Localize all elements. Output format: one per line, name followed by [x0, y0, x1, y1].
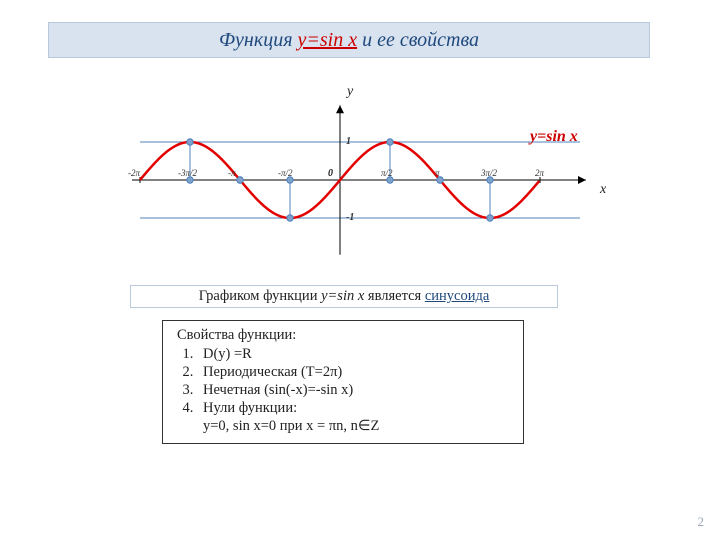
list-item: D(y) =R	[197, 346, 513, 363]
list-item: Нули функции:	[197, 400, 513, 417]
properties-box: Свойства функции: D(y) =R Периодическая …	[162, 320, 524, 444]
x-tick-label: -3π/2	[178, 168, 197, 178]
x-tick-label: -π/2	[278, 168, 293, 178]
title-suffix: и ее свойства	[357, 29, 479, 51]
x-tick-label: 2π	[535, 168, 544, 178]
y-tick-label: 1	[346, 136, 351, 147]
properties-heading: Свойства функции:	[173, 327, 513, 344]
graph-sentence-fn: y=sin x	[321, 288, 364, 304]
title-prefix: Функция	[219, 29, 298, 51]
x-tick-label: π	[435, 168, 440, 178]
function-label: y=sin x	[530, 128, 578, 146]
title-bar: Функция y=sin x и ее свойства	[48, 22, 650, 58]
x-tick-label: -2π	[128, 168, 140, 178]
x-tick-label: 3π/2	[481, 168, 497, 178]
graph-sentence-link: синусоида	[425, 288, 489, 304]
list-item: Периодическая (T=2π)	[197, 364, 513, 381]
x-tick-label: π/2	[381, 168, 393, 178]
properties-list: D(y) =R Периодическая (T=2π) Нечетная (s…	[173, 346, 513, 417]
list-item: Нечетная (sin(-x)=-sin x)	[197, 382, 513, 399]
page-number: 2	[698, 514, 705, 530]
title-function: y=sin x	[298, 29, 358, 51]
x-tick-label: -π	[228, 168, 236, 178]
graph-sentence-box: Графиком функции y=sin x является синусо…	[130, 285, 558, 308]
origin-label: 0	[328, 168, 333, 179]
x-axis-label: x	[600, 182, 606, 198]
sine-chart: y x 0 y=sin x -2π -3π/2 -π -π/2 π/2 π 3π/2 2π 1 -…	[110, 80, 630, 270]
graph-sentence-prefix: Графиком функции	[199, 288, 321, 304]
properties-tail: y=0, sin x=0 при x = πn, n∈Z	[173, 418, 513, 435]
graph-sentence-mid: является	[364, 288, 425, 304]
y-tick-label: -1	[346, 212, 354, 223]
y-axis-label: y	[347, 84, 353, 100]
